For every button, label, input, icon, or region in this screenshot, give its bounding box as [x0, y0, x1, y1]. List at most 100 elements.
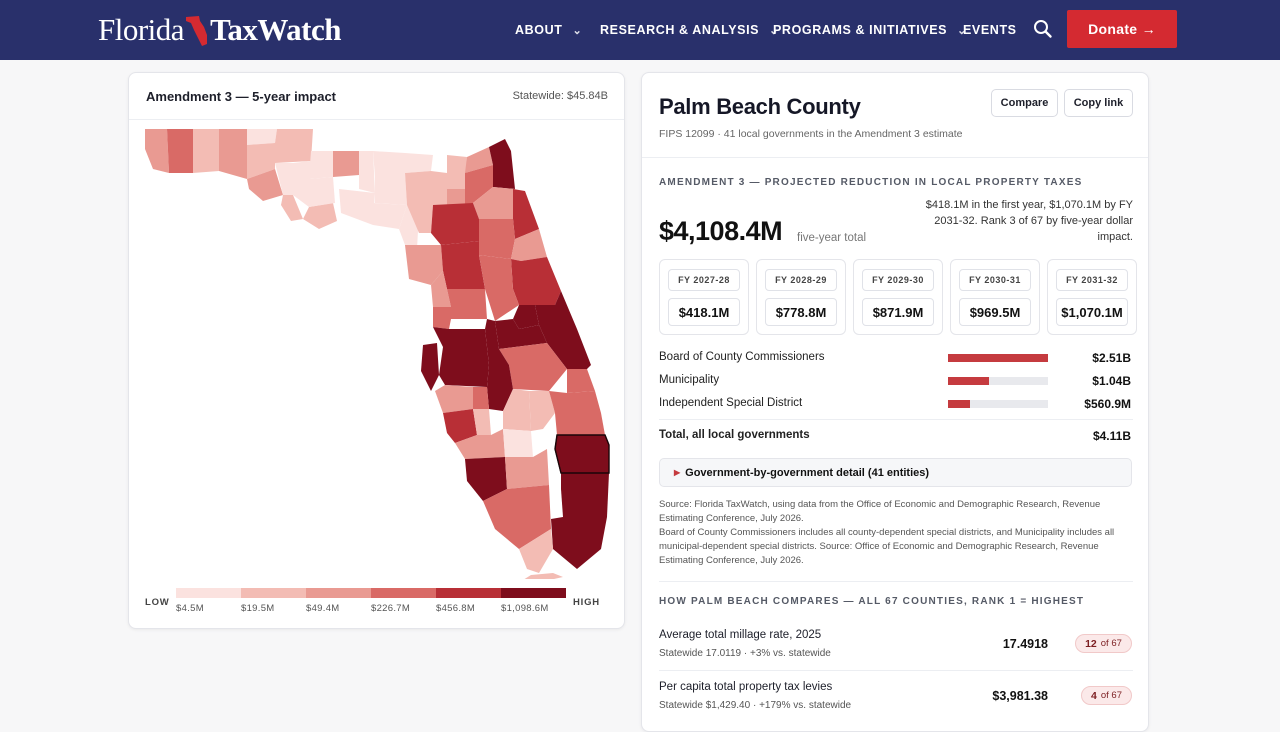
compare-button[interactable]: Compare [991, 89, 1058, 117]
rank-of-total: of 67 [1100, 638, 1122, 649]
county-highlands[interactable] [503, 389, 531, 431]
county-walton[interactable] [219, 129, 247, 179]
county-manatee[interactable] [435, 385, 473, 413]
county-gilchrist[interactable] [407, 205, 433, 233]
comparison-subtext: Statewide $1,429.40 · +179% vs. statewid… [659, 700, 852, 711]
county-wakulla[interactable] [309, 177, 335, 207]
divider [642, 157, 1148, 158]
county-leon[interactable] [333, 151, 359, 177]
fiscal-year-card: FY 2027-28 $418.1M [659, 259, 749, 335]
county-baker[interactable] [447, 155, 467, 189]
county-collier[interactable] [483, 485, 551, 549]
county-okaloosa[interactable] [193, 129, 219, 173]
county-hardee[interactable] [473, 387, 489, 409]
county-hendry[interactable] [505, 449, 549, 489]
county-columbia[interactable] [405, 171, 447, 205]
fiscal-year-card: FY 2031-32 $1,070.1M [1047, 259, 1137, 335]
selected-county-outline [554, 434, 610, 474]
county-nassau[interactable] [465, 147, 493, 173]
county-taylor[interactable] [339, 189, 375, 225]
county-broward[interactable] [561, 473, 609, 517]
county-clay[interactable] [473, 187, 515, 219]
nav-programs-initiatives[interactable]: PROGRAMS & INITIATIVES ⌄ [773, 0, 967, 60]
county-pinellas[interactable] [421, 343, 439, 391]
county-volusia[interactable] [511, 257, 561, 305]
county-bay[interactable] [247, 169, 283, 201]
legend-value-label: $49.4M [306, 603, 340, 614]
county-flagler[interactable] [511, 229, 547, 261]
county-washington[interactable] [247, 143, 275, 179]
county-gadsden[interactable] [309, 151, 333, 179]
county-madison[interactable] [373, 151, 405, 177]
county-citrus[interactable] [431, 271, 451, 307]
county-franklin[interactable] [303, 203, 337, 229]
county-holmes[interactable] [247, 129, 277, 145]
county-miami-dade[interactable] [551, 517, 607, 569]
county-okeechobee[interactable] [529, 391, 555, 431]
government-detail-disclosure[interactable]: ▶ Government-by-government detail (41 en… [659, 458, 1132, 487]
county-orange[interactable] [495, 319, 547, 349]
county-charlotte[interactable] [455, 429, 505, 459]
county-suwannee[interactable] [375, 173, 407, 205]
map-statewide-total: Statewide: $45.84B [512, 90, 608, 102]
county-bradford[interactable] [465, 165, 493, 209]
florida-taxwatch-logo[interactable]: Florida TaxWatch [98, 8, 342, 52]
fiscal-year-label: FY 2027-28 [668, 269, 740, 291]
county-lee[interactable] [465, 457, 507, 501]
legend-swatch [501, 588, 566, 598]
breakdown-label: Municipality [659, 374, 720, 386]
county-liberty[interactable] [293, 161, 311, 207]
county-jefferson[interactable] [359, 151, 375, 193]
county-marion[interactable] [441, 241, 485, 289]
county-monroe-keys[interactable] [515, 573, 563, 579]
nav-events[interactable]: EVENTS [963, 0, 1017, 60]
county-pasco[interactable] [433, 327, 487, 347]
breakdown-bar [948, 354, 1048, 362]
county-hillsborough[interactable] [439, 347, 489, 387]
county-glades[interactable] [503, 429, 533, 457]
county-brevard[interactable] [535, 291, 591, 369]
county-jackson[interactable] [275, 129, 313, 163]
county-st-lucie[interactable] [549, 391, 601, 413]
nav-events-label: EVENTS [963, 23, 1017, 37]
fiscal-year-card: FY 2028-29 $778.8M [756, 259, 846, 335]
nav-research-analysis[interactable]: RESEARCH & ANALYSIS ⌄ [600, 0, 779, 60]
county-gulf[interactable] [281, 195, 303, 221]
county-levy[interactable] [405, 245, 443, 285]
county-alachua[interactable] [431, 203, 479, 245]
county-sarasota[interactable] [443, 409, 477, 443]
county-polk[interactable] [485, 319, 513, 411]
total-row-label: Total, all local governments [659, 429, 810, 441]
breakdown-value: $2.51B [1092, 351, 1131, 365]
total-row-value: $4.11B [1092, 429, 1131, 443]
county-putnam[interactable] [479, 219, 515, 259]
comparison-value: $3,981.38 [992, 689, 1048, 703]
county-subtitle: FIPS 12099 · 41 local governments in the… [659, 128, 963, 140]
fiscal-year-card: FY 2030-31 $969.5M [950, 259, 1040, 335]
copy-link-button[interactable]: Copy link [1064, 89, 1133, 117]
county-hamilton[interactable] [405, 153, 433, 173]
county-sumter[interactable] [447, 289, 487, 319]
county-calhoun[interactable] [275, 163, 293, 195]
county-santa-rosa[interactable] [167, 129, 193, 173]
county-palm-beach[interactable] [554, 434, 610, 474]
nav-research-label: RESEARCH & ANALYSIS [600, 23, 760, 37]
county-st-johns[interactable] [513, 189, 539, 239]
county-escambia[interactable] [145, 129, 169, 173]
map-title: Amendment 3 — 5-year impact [146, 89, 337, 104]
rank-badge: 4 of 67 [1081, 686, 1132, 705]
county-duval[interactable] [489, 139, 515, 189]
county-indian-river[interactable] [567, 369, 595, 393]
county-lafayette[interactable] [373, 203, 407, 229]
nav-about[interactable]: ABOUT ⌄ [515, 0, 582, 60]
county-desoto[interactable] [473, 409, 491, 435]
county-monroe-mainland[interactable] [519, 529, 553, 573]
florida-county-choropleth-map[interactable] [143, 129, 613, 579]
county-seminole[interactable] [513, 305, 539, 329]
county-osceola[interactable] [499, 343, 567, 391]
county-hernando[interactable] [433, 307, 451, 329]
county-lake[interactable] [479, 255, 519, 321]
donate-button[interactable]: Donate → [1067, 10, 1177, 48]
search-icon[interactable] [1032, 18, 1054, 40]
county-martin[interactable] [555, 413, 605, 435]
